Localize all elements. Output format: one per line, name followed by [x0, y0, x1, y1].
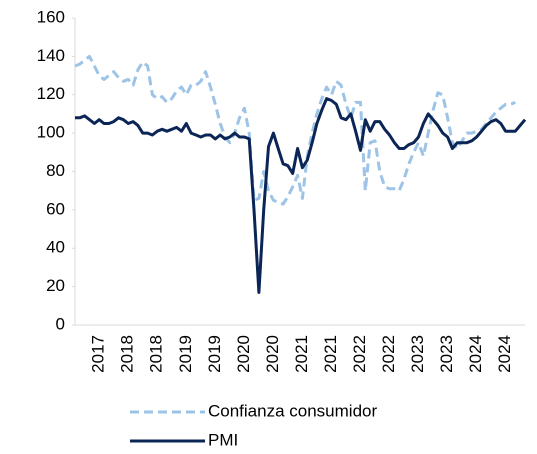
y-tick-label: 0	[56, 314, 65, 333]
x-tick-label: 2020	[263, 335, 282, 373]
y-tick-label: 140	[37, 46, 65, 65]
x-tick-label: 2024	[466, 335, 485, 373]
x-tick-label: 2023	[408, 335, 427, 373]
legend-label: Confianza consumidor	[208, 401, 377, 420]
y-tick-label: 20	[46, 276, 65, 295]
x-tick-label: 2023	[437, 335, 456, 373]
x-tick-label: 2018	[147, 335, 166, 373]
x-tick-label: 2022	[379, 335, 398, 373]
x-tick-label: 2022	[350, 335, 369, 373]
y-tick-label: 160	[37, 7, 65, 26]
x-tick-label: 2021	[321, 335, 340, 373]
series-line	[75, 97, 527, 294]
x-tick-label: 2017	[89, 335, 108, 373]
y-tick-label: 80	[46, 161, 65, 180]
x-tick-label: 2020	[234, 335, 253, 373]
x-tick-label: 2019	[205, 335, 224, 373]
y-tick-label: 40	[46, 238, 65, 257]
legend-label: PMI	[208, 430, 238, 449]
y-tick-label: 60	[46, 199, 65, 218]
x-tick-label: 2019	[176, 335, 195, 373]
x-tick-label: 2021	[292, 335, 311, 373]
x-tick-label: 2018	[118, 335, 137, 373]
y-tick-label: 120	[37, 84, 65, 103]
series-line	[74, 54, 516, 206]
y-tick-label: 100	[37, 123, 65, 142]
x-tick-label: 2024	[495, 335, 514, 373]
